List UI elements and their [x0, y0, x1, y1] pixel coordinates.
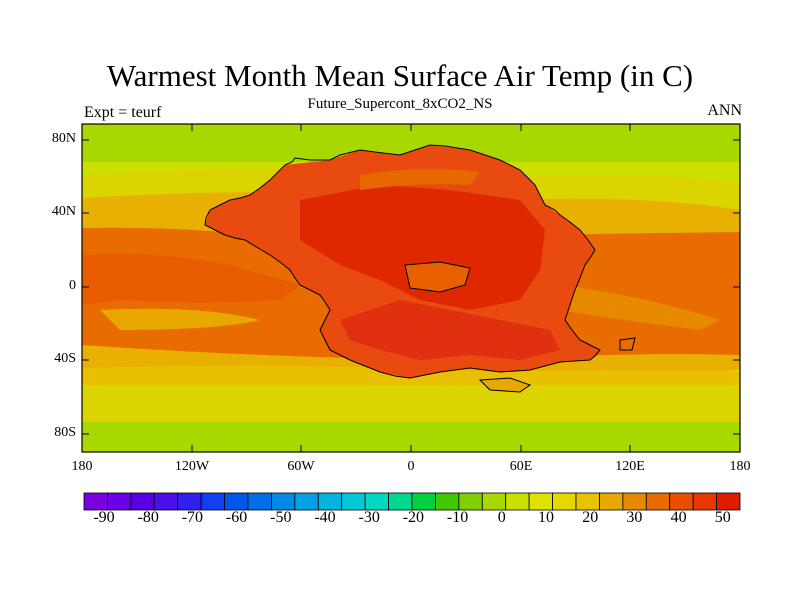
- colorbar-swatch: [622, 492, 647, 511]
- inland-sea: [404, 261, 471, 293]
- colorbar-swatch: [83, 492, 108, 511]
- colorbar-tick-label: -10: [446, 509, 469, 526]
- colorbar-swatch: [153, 492, 179, 511]
- colorbar-swatch: [341, 492, 366, 511]
- colorbar-swatch: [716, 492, 741, 511]
- axis-ticks: [81, 124, 741, 452]
- colorbar-tick-label: -20: [402, 509, 425, 526]
- y-tick-label: 0: [69, 278, 76, 293]
- colorbar-swatch: [481, 492, 507, 511]
- y-tick-label: 40S: [54, 351, 76, 366]
- colorbar-swatch: [411, 492, 436, 511]
- colorbar-tick-label: -60: [225, 509, 248, 526]
- colorbar-swatch: [435, 492, 460, 511]
- colorbar-swatch: [317, 492, 343, 511]
- colorbar-swatch: [200, 492, 225, 511]
- y-tick-label: 40N: [51, 204, 76, 219]
- coastline: [204, 144, 601, 379]
- colorbar-tick-label: -40: [314, 509, 336, 526]
- east-warm-tongue: [560, 285, 720, 330]
- colorbar-swatch: [177, 492, 202, 511]
- colorbar-tick-label: 40: [670, 509, 687, 526]
- x-tick-label: 0: [407, 459, 415, 474]
- experiment-label: Expt = teurf: [84, 104, 162, 121]
- colorbar-swatch: [458, 492, 483, 511]
- colorbar-tick-label: 30: [626, 509, 643, 526]
- west-warm-tongue: [82, 253, 300, 305]
- colorbar-swatch: [669, 492, 694, 511]
- colorbar-tick-label: -80: [137, 509, 159, 526]
- colorbar-swatch: [364, 492, 389, 511]
- y-tick-label: 80S: [54, 425, 76, 440]
- y-tick-label: 80N: [51, 131, 76, 146]
- x-tick-label: 60E: [509, 459, 533, 474]
- colorbar-tick-label: 50: [714, 509, 731, 526]
- map-field: [82, 124, 740, 452]
- colorbar-swatch: [552, 492, 577, 511]
- colorbar-swatch: [107, 492, 132, 511]
- colorbar-swatch: [528, 492, 553, 511]
- colorbar-tick-label: 0: [497, 509, 506, 526]
- colorbar-tick-label: -70: [181, 509, 204, 526]
- map-title: Warmest Month Mean Surface Air Temp (in …: [106, 58, 694, 93]
- x-tick-label: 120E: [615, 459, 645, 474]
- colorbar-swatch: [645, 492, 671, 511]
- colorbar-swatch: [575, 492, 600, 511]
- season-label: ANN: [707, 102, 742, 119]
- colorbar: [83, 492, 741, 511]
- south-west-tongue: [100, 308, 260, 330]
- colorbar-tick-label: 20: [582, 509, 599, 526]
- colorbar-tick-label: -90: [93, 509, 115, 526]
- hot-interior-north: [300, 185, 545, 310]
- south-island: [478, 377, 532, 393]
- map-subtitle: Future_Supercont_8xCO2_NS: [307, 96, 493, 112]
- north-coast-warm: [360, 169, 480, 190]
- colorbar-swatch: [294, 492, 319, 511]
- colorbar-swatch: [224, 492, 249, 511]
- colorbar-swatch: [247, 492, 272, 511]
- colorbar-tick-label: 10: [538, 509, 554, 526]
- colorbar-swatch: [388, 492, 413, 511]
- x-tick-label: 60W: [287, 459, 315, 474]
- colorbar-swatch: [505, 492, 530, 511]
- colorbar-swatch: [271, 492, 296, 511]
- colorbar-swatch: [599, 492, 624, 511]
- east-island: [619, 337, 636, 351]
- colorbar-tick-label: -30: [358, 509, 380, 526]
- x-tick-label: 120W: [174, 459, 210, 474]
- south-mild-band: [82, 380, 740, 422]
- x-tick-label: 180: [71, 459, 93, 474]
- colorbar-tick-label: -50: [270, 509, 292, 526]
- hot-interior-south: [340, 300, 560, 360]
- colorbar-swatch: [130, 492, 155, 511]
- colorbar-swatch: [692, 492, 717, 511]
- x-tick-label: 180: [729, 459, 751, 474]
